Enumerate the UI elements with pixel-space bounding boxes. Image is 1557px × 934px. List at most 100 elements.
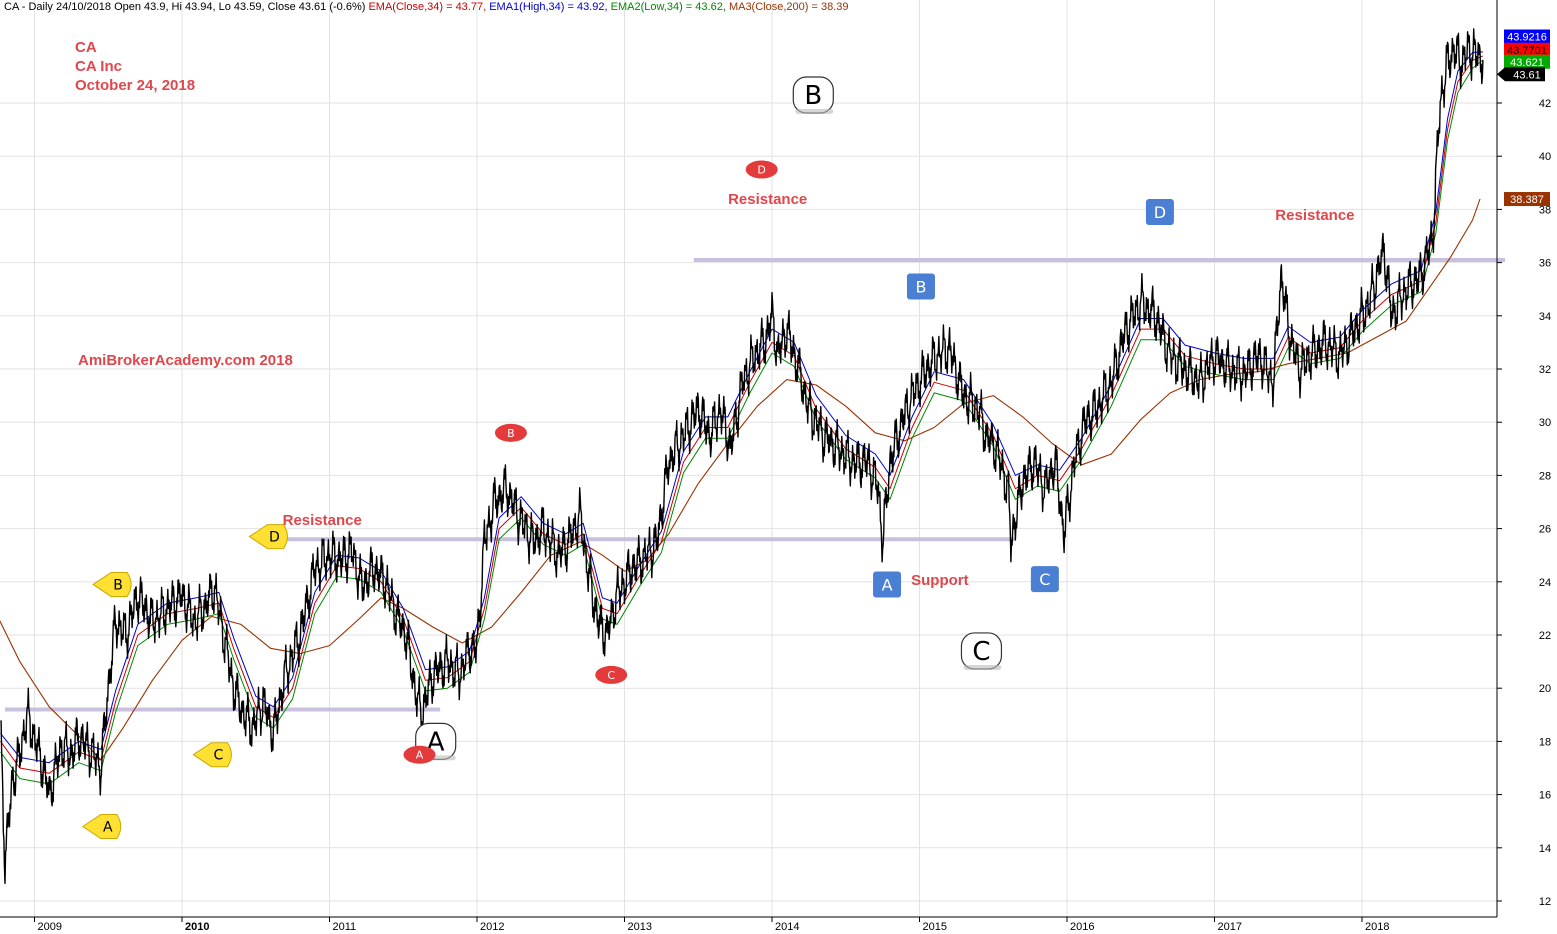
header-ohlc: CA - Daily 24/10/2018 Open 43.9, Hi 43.9… (4, 1, 369, 13)
x-tick-label: 2014 (775, 921, 799, 933)
value-tag: 43.61 (1497, 67, 1545, 82)
value-tag-bg (1504, 29, 1550, 44)
marker-pill (403, 745, 436, 764)
marker-box (1030, 566, 1059, 593)
marker-shadow (795, 109, 834, 115)
resistance-label: Resistance (728, 191, 808, 209)
marker-label: C (607, 669, 615, 682)
x-tick-label: 2012 (480, 921, 504, 933)
marker-label: B (113, 577, 123, 593)
x-tick-label: 2017 (1218, 921, 1242, 933)
y-tick-label: 36 (1539, 258, 1551, 270)
marker-pill (745, 160, 778, 179)
y-tick-label: 12 (1539, 896, 1551, 908)
marker-yellow-a: A (81, 814, 122, 840)
marker-pill (494, 423, 527, 442)
y-tick-label: 24 (1539, 577, 1551, 589)
marker-label: D (757, 164, 765, 177)
marker-blue-b: B (906, 273, 935, 300)
marker-yellow-b: B (92, 571, 132, 597)
value-tag: 43.7701 (1504, 42, 1550, 57)
marker-label: C (1039, 570, 1050, 589)
chart-header: CA - Daily 24/10/2018 Open 43.9, Hi 43.9… (4, 1, 848, 13)
value-tag: 43.9216 (1504, 29, 1550, 44)
value-tag-bg (1497, 67, 1545, 82)
series-ema-line (0, 55, 1484, 774)
marker-red-b: B (494, 423, 527, 442)
y-tick-label: 32 (1539, 364, 1551, 376)
y-tick-label: 40 (1539, 151, 1551, 163)
value-tag-label: 43.621 (1510, 57, 1544, 69)
company-name: CA Inc (75, 58, 122, 75)
series-price-line (0, 28, 1484, 885)
header-ema1: EMA1(High,34) = 43.92, (489, 1, 608, 13)
value-tag-label: 43.7701 (1507, 45, 1547, 57)
header-ema2: EMA2(Low,34) = 43.62, (610, 1, 726, 13)
x-tick-label: 2009 (38, 921, 62, 933)
marker-red-c: C (595, 665, 628, 684)
marker-blue-c: C (1030, 566, 1059, 593)
y-tick-label: 22 (1539, 630, 1551, 642)
marker-pointer (92, 571, 132, 597)
marker-label: B (804, 81, 822, 111)
x-tick-label: 2010 (185, 921, 209, 933)
marker-label: C (214, 748, 224, 764)
chart-grid (0, 0, 1497, 917)
y-tick-label: 38 (1539, 204, 1551, 216)
header-ma3: MA3(Close,200) = 38.39 (728, 1, 849, 13)
pattern-markers: ABCDABCDABCDABCD (81, 76, 1174, 840)
x-tick-label: 2011 (333, 921, 357, 933)
value-tag-label: 43.9216 (1507, 32, 1547, 44)
marker-pointer (248, 524, 288, 550)
resistance-label: Resistance (1275, 207, 1355, 225)
support-label: Support (911, 571, 969, 589)
y-tick-label: 20 (1539, 683, 1551, 695)
marker-pill (595, 665, 628, 684)
marker-box (1145, 199, 1174, 226)
marker-label: D (269, 530, 280, 546)
value-tag-bg (1504, 54, 1550, 69)
marker-label: B (507, 427, 515, 440)
y-tick-label: 34 (1539, 311, 1551, 323)
marker-pointer (192, 742, 232, 768)
value-tag: 38.387 (1504, 192, 1550, 207)
series-ema1-line (0, 51, 1483, 764)
x-tick-label: 2015 (923, 921, 947, 933)
watermark-text: AmiBrokerAcademy.com 2018 (78, 352, 293, 369)
y-tick-label: 18 (1539, 736, 1551, 748)
y-tick-label: 30 (1539, 417, 1551, 429)
support-resistance-lines (5, 257, 1506, 712)
y-tick-label: 42 (1539, 98, 1551, 110)
marker-label: A (882, 575, 893, 594)
marker-box (906, 273, 935, 300)
marker-label: B (915, 278, 926, 297)
marker-circle-b: B (792, 76, 834, 115)
chart-date: October 24, 2018 (75, 77, 196, 94)
series-layer (0, 28, 1484, 885)
x-tick-label: 2018 (1365, 921, 1389, 933)
chart-title-block: CA CA Inc October 24, 2018 (75, 38, 195, 95)
y-tick-label: 14 (1539, 843, 1551, 855)
ticker-symbol: CA (75, 39, 97, 56)
y-tick-label: 26 (1539, 524, 1551, 536)
value-tag-bg (1504, 42, 1550, 57)
marker-blue-a: A (873, 571, 902, 598)
value-tag-label: 43.61 (1513, 69, 1541, 81)
value-tag: 43.621 (1504, 54, 1550, 69)
marker-label: C (972, 637, 990, 667)
y-tick-label: 16 (1539, 790, 1551, 802)
marker-red-d: D (745, 160, 778, 179)
marker-red-a: A (403, 745, 436, 764)
x-tick-label: 2016 (1070, 921, 1094, 933)
marker-label: D (1154, 203, 1166, 222)
marker-box (873, 571, 902, 598)
marker-shadow (963, 664, 1002, 670)
x-tick-label: 2013 (628, 921, 652, 933)
marker-circle-c: C (960, 632, 1003, 670)
marker-yellow-d: D (248, 524, 288, 550)
marker-label: A (416, 749, 424, 762)
series-ma200-line (0, 198, 1481, 761)
